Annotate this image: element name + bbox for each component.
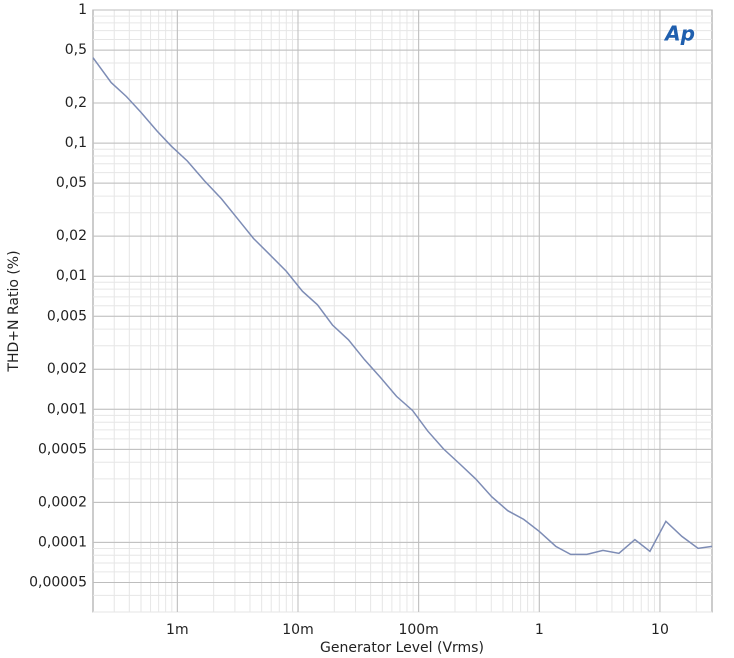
data-line xyxy=(92,57,713,556)
y-tick-label: 0,5 xyxy=(65,42,87,58)
y-tick-label: 0,002 xyxy=(47,361,87,377)
plot-area xyxy=(92,9,713,613)
grid xyxy=(93,9,712,613)
x-tick-label: 10m xyxy=(282,622,313,638)
y-tick-label: 0,0002 xyxy=(38,494,87,510)
x-tick-label: 1m xyxy=(166,622,189,638)
y-tick-label: 0,1 xyxy=(65,135,87,151)
x-tick-label: 1 xyxy=(535,622,544,638)
y-tick-label: 0,0001 xyxy=(38,534,87,550)
x-axis-label: Generator Level (Vrms) xyxy=(320,640,484,656)
x-tick-label: 10 xyxy=(651,622,669,638)
y-tick-label: 1 xyxy=(78,2,87,18)
y-tick-label: 0,05 xyxy=(56,175,87,191)
y-tick-label: 0,005 xyxy=(47,308,87,324)
y-axis-label: THD+N Ratio (%) xyxy=(6,250,22,372)
logo: Ap xyxy=(663,22,695,46)
y-tick-label: 0,01 xyxy=(56,268,87,284)
marks xyxy=(92,57,713,556)
y-tick-label: 0,0005 xyxy=(38,441,87,457)
y-tick-label: 0,001 xyxy=(47,401,87,417)
y-tick-label: 0,00005 xyxy=(29,574,87,590)
y-tick-label: 0,2 xyxy=(65,95,87,111)
x-tick-label: 100m xyxy=(398,622,438,638)
y-tick-label: 0,02 xyxy=(56,228,87,244)
